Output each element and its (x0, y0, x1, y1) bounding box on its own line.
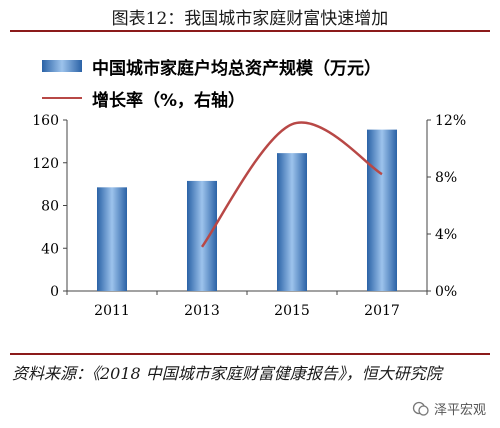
legend-bar-label: 中国城市家庭户均总资产规模（万元） (92, 58, 381, 79)
source-divider (10, 353, 490, 355)
left-tick-label: 40 (41, 241, 59, 257)
legend-item-line: 增长率（%，右轴） (42, 86, 246, 111)
left-tick-label: 120 (32, 156, 59, 172)
legend-line-swatch (42, 97, 82, 99)
legend-bar-swatch (42, 60, 82, 72)
right-tick-label: 0% (435, 284, 457, 300)
watermark: 泽平宏观 (412, 399, 486, 418)
source-note: 资料来源：《2018 中国城市家庭财富健康报告》，恒大研究院 (12, 364, 442, 383)
bar (187, 180, 217, 291)
x-tick-label: 2017 (364, 303, 400, 319)
bar (277, 153, 307, 291)
left-tick-label: 160 (32, 113, 59, 129)
title-divider (10, 30, 490, 32)
x-tick-label: 2011 (94, 303, 130, 319)
bar (367, 129, 397, 291)
right-tick-label: 8% (435, 170, 457, 186)
bar (97, 187, 127, 291)
right-tick-label: 12% (435, 113, 466, 129)
wechat-icon (412, 401, 429, 416)
chart-title: 图表12：我国城市家庭财富快速增加 (111, 9, 389, 29)
right-tick-label: 4% (435, 227, 457, 243)
x-tick-label: 2015 (274, 303, 310, 319)
legend-item-bar: 中国城市家庭户均总资产规模（万元） (42, 54, 381, 79)
x-tick-label: 2013 (184, 303, 220, 319)
left-tick-label: 0 (50, 284, 59, 300)
growth-rate-line (200, 121, 383, 248)
chart-plot: 0 40 80 120 160 0% 4% 8% 12% 2011 2013 2015 2017 (32, 113, 466, 319)
watermark-text: 泽平宏观 (433, 403, 486, 418)
legend-line-label: 增长率（%，右轴） (92, 90, 246, 111)
left-tick-label: 80 (41, 199, 59, 215)
